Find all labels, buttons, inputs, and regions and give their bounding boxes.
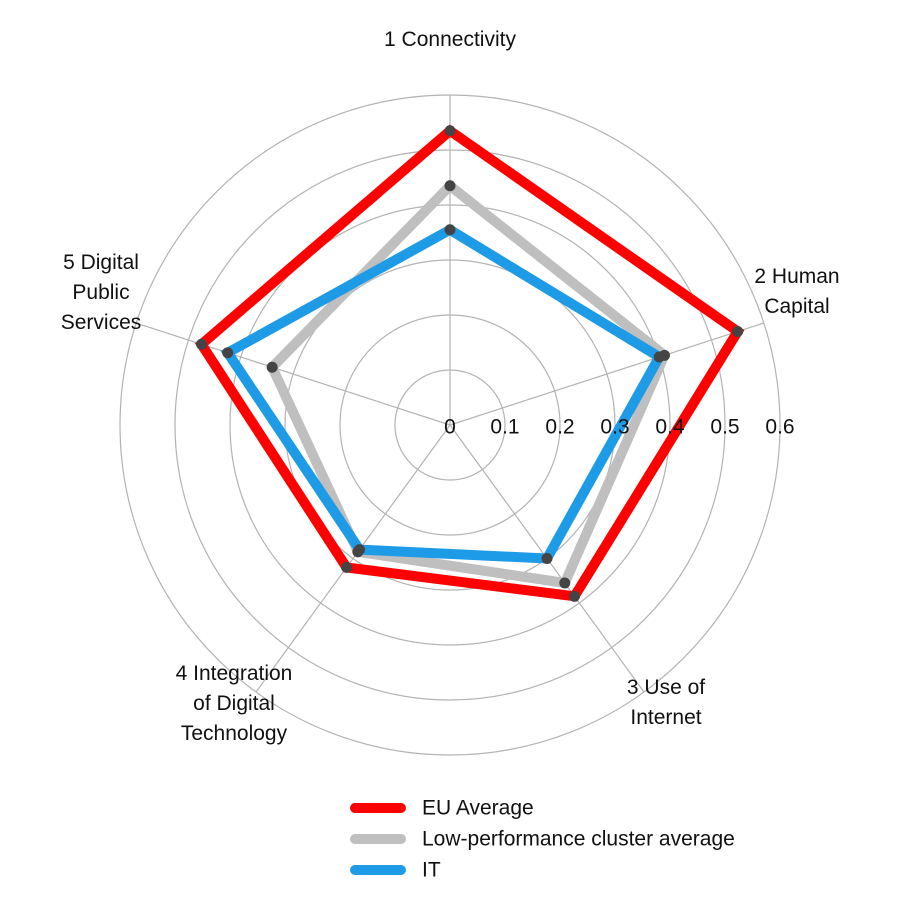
tick-label: 0.3 — [600, 416, 629, 439]
tick-label: 0.2 — [545, 416, 574, 439]
series-line-1 — [266, 179, 671, 589]
series-point-0-2 — [568, 590, 580, 602]
series-point-1-2 — [559, 577, 571, 589]
tick-label: 0.1 — [490, 416, 519, 439]
category-label: 4 Integration of Digital Technology — [176, 662, 293, 745]
category-label: 2 Human Capital — [754, 265, 839, 318]
radar-tick-labels: 0 0.1 0.2 0.3 0.4 0.5 0.6 — [444, 416, 794, 439]
tick-label: 0.4 — [655, 416, 685, 439]
radar-category-labels: 1 Connectivity 2 Human Capital 3 Use of Inte… — [61, 28, 840, 745]
tick-label: 0.5 — [710, 416, 739, 439]
legend: EU Average Low-performance cluster averag… — [350, 797, 735, 882]
axis-spoke — [449, 322, 765, 426]
legend-label-2: IT — [422, 859, 441, 882]
series-point-2-4 — [222, 347, 234, 359]
axis-spoke — [255, 424, 451, 693]
radar-series — [194, 124, 745, 602]
series-point-2-2 — [541, 552, 553, 564]
category-label: 5 Digital Public Services — [61, 251, 142, 334]
series-line-0 — [194, 124, 745, 602]
category-label: 3 Use of Internet — [627, 676, 705, 729]
series-point-0-4 — [196, 338, 208, 350]
series-point-1-0 — [444, 180, 456, 192]
series-point-2-0 — [444, 224, 456, 236]
series-point-0-3 — [341, 561, 353, 573]
series-point-0-0 — [444, 125, 456, 137]
series-point-2-1 — [653, 351, 665, 363]
axis-spoke — [135, 322, 451, 426]
radar-axes — [135, 95, 765, 693]
legend-label-1: Low-performance cluster average — [422, 828, 735, 851]
series-point-2-3 — [353, 544, 365, 556]
series-point-0-1 — [732, 326, 744, 338]
category-label: 1 Connectivity — [384, 28, 516, 51]
tick-label: 0 — [444, 416, 456, 439]
tick-label: 0.6 — [765, 416, 794, 439]
legend-label-0: EU Average — [422, 797, 534, 820]
series-point-1-4 — [266, 361, 278, 373]
series-line-2 — [220, 224, 666, 564]
